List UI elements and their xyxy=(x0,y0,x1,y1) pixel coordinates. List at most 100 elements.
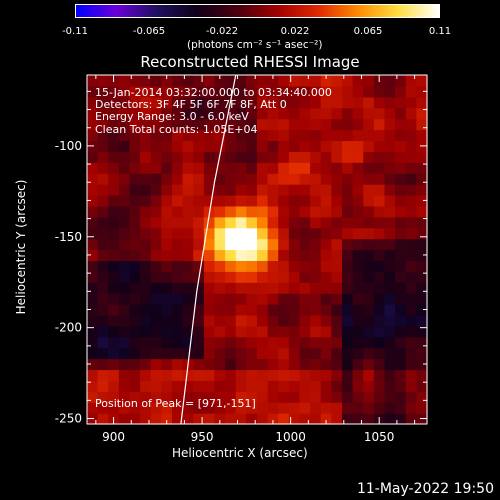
heatmap-cell xyxy=(140,413,152,425)
heatmap-cell xyxy=(140,205,152,218)
heatmap-cell xyxy=(203,227,216,240)
heatmap-cell xyxy=(352,162,364,174)
heatmap-cell xyxy=(214,325,226,338)
heatmap-cell xyxy=(384,205,396,218)
heatmap-cell xyxy=(87,391,99,403)
heatmap-cell xyxy=(150,96,162,109)
heatmap-cell xyxy=(150,271,162,283)
heatmap-cell xyxy=(299,336,311,349)
heatmap-cell xyxy=(405,151,417,163)
heatmap-cell xyxy=(225,107,237,120)
heatmap-cell xyxy=(182,369,194,381)
heatmap-cell xyxy=(161,249,173,262)
heatmap-cell xyxy=(257,358,269,371)
heatmap-cell xyxy=(257,380,269,392)
heatmap-cell xyxy=(182,380,194,392)
heatmap-cell xyxy=(214,402,226,414)
heatmap-cell xyxy=(97,162,109,174)
heatmap-cell xyxy=(342,85,354,98)
heatmap-cell xyxy=(108,140,120,152)
heatmap-cell xyxy=(342,205,354,218)
heatmap-cell xyxy=(97,118,109,131)
heatmap-cell xyxy=(108,85,120,98)
heatmap-cell xyxy=(363,249,375,262)
heatmap-cell xyxy=(161,129,173,142)
heatmap-cell xyxy=(235,238,247,251)
heatmap-cell xyxy=(108,107,120,120)
heatmap-cell xyxy=(267,85,279,98)
heatmap-cell xyxy=(320,184,332,196)
heatmap-cell xyxy=(288,151,301,163)
heatmap-cell xyxy=(299,282,311,294)
heatmap-cell xyxy=(214,140,226,152)
heatmap-cell xyxy=(331,96,343,109)
heatmap-cell xyxy=(331,129,343,142)
heatmap-cell xyxy=(384,151,396,163)
heatmap-cell xyxy=(150,129,162,142)
heatmap-cell xyxy=(384,282,396,294)
heatmap-cell xyxy=(246,314,258,327)
heatmap-cell xyxy=(278,194,290,207)
heatmap-cell xyxy=(225,358,237,371)
heatmap-cell xyxy=(87,369,99,381)
heatmap-cell xyxy=(342,162,354,174)
heatmap-cell xyxy=(235,162,247,174)
heatmap-cell xyxy=(416,304,428,316)
heatmap-cell xyxy=(342,271,354,283)
heatmap-cell xyxy=(310,304,322,316)
heatmap-cell xyxy=(108,369,120,381)
heatmap-cell xyxy=(161,391,173,403)
heatmap-cell xyxy=(363,271,375,283)
heatmap-cell xyxy=(108,96,120,109)
heatmap-cell xyxy=(278,249,290,262)
heatmap-cell xyxy=(225,304,237,316)
heatmap-cell xyxy=(246,75,258,87)
heatmap-cell xyxy=(352,249,364,262)
heatmap-cell xyxy=(373,380,386,392)
heatmap-cell xyxy=(373,304,386,316)
heatmap-cell xyxy=(225,140,237,152)
heatmap-cell xyxy=(310,129,322,142)
heatmap-cell xyxy=(193,118,205,131)
heatmap-cell xyxy=(384,249,396,262)
heatmap-cell xyxy=(87,380,99,392)
heatmap-cell xyxy=(193,140,205,152)
heatmap-cell xyxy=(331,304,343,316)
heatmap-cell xyxy=(246,380,258,392)
heatmap-cell xyxy=(150,347,162,360)
heatmap-cell xyxy=(87,151,99,163)
heatmap-cell xyxy=(342,238,354,251)
heatmap-cell xyxy=(246,184,258,196)
heatmap-cell xyxy=(299,380,311,392)
heatmap-cell xyxy=(395,194,407,207)
heatmap-cell xyxy=(395,75,407,87)
heatmap-cell xyxy=(267,162,279,174)
heatmap-cell xyxy=(193,184,205,196)
heatmap-cell xyxy=(150,391,162,403)
y-tick-label: -250 xyxy=(55,412,82,426)
heatmap-cell xyxy=(257,173,269,185)
heatmap-cell xyxy=(161,75,173,87)
heatmap-cell xyxy=(405,413,417,425)
heatmap-cell xyxy=(129,282,141,294)
heatmap-cell xyxy=(405,358,417,371)
heatmap-cell xyxy=(225,194,237,207)
heatmap-cell xyxy=(310,314,322,327)
heatmap-cell xyxy=(118,260,131,272)
heatmap-cell xyxy=(214,271,226,283)
heatmap-cell xyxy=(288,402,301,414)
heatmap-cell xyxy=(108,282,120,294)
heatmap-cell xyxy=(182,325,194,338)
heatmap-cell xyxy=(150,304,162,316)
heatmap-cell xyxy=(278,151,290,163)
heatmap-cell xyxy=(288,380,301,392)
heatmap-cell xyxy=(310,118,322,131)
heatmap-cell xyxy=(267,140,279,152)
heatmap-cell xyxy=(203,173,216,185)
heatmap-cell xyxy=(193,85,205,98)
heatmap-cell xyxy=(278,304,290,316)
heatmap-cell xyxy=(257,216,269,229)
heatmap-cell xyxy=(172,260,184,272)
heatmap-cell xyxy=(299,391,311,403)
heatmap-cell xyxy=(373,325,386,338)
